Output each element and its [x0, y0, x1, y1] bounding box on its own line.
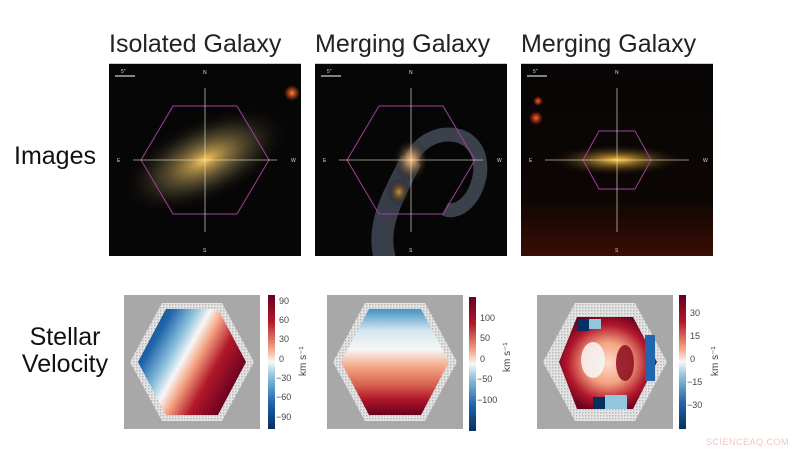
compass-n: N: [615, 70, 619, 76]
colorbar-tick: −90: [276, 412, 292, 422]
scale-label: 5": [533, 69, 538, 75]
watermark: SCIENCEAQ.COM: [706, 437, 790, 447]
colorbar-tick: 100: [480, 313, 496, 323]
row-label-line2: Velocity: [21, 350, 109, 378]
colorbar-tick: 0: [690, 354, 696, 364]
velocity-map-illustration: [543, 303, 667, 421]
column-title-merging-1: Merging Galaxy: [315, 30, 491, 58]
galaxy-illustration: 5" N S E W: [321, 69, 502, 256]
colorbar-isolated: [268, 295, 275, 429]
compass-e: E: [529, 158, 533, 164]
colorbar-tick: −100: [477, 395, 498, 405]
colorbar-tick: 0: [279, 354, 285, 364]
galaxy-image-merging-2: 5" N S E W: [521, 63, 713, 256]
compass-e: E: [117, 158, 121, 164]
velocity-map-isolated: [124, 295, 260, 429]
colorbar-unit: km s⁻¹: [298, 346, 309, 376]
row-label-images: Images: [14, 142, 96, 170]
scale-label: 5": [327, 69, 332, 75]
velocity-map-merging-1: [327, 295, 463, 429]
compass-e: E: [323, 158, 327, 164]
row-label-line1: Stellar: [29, 323, 101, 351]
galaxy-image-merging-1: 5" N S E W: [315, 63, 507, 256]
colorbar-unit: km s⁻¹: [710, 346, 721, 376]
compass-w: W: [497, 158, 502, 164]
column-title-merging-2: Merging Galaxy: [521, 30, 697, 58]
colorbar-tick: −30: [687, 400, 703, 410]
galaxy-illustration: 5" N S E W: [115, 69, 300, 254]
colorbar-tick: 0: [480, 354, 486, 364]
velocity-map-merging-2: [537, 295, 673, 429]
colorbar-merging-1: [469, 297, 476, 431]
compass-w: W: [703, 158, 708, 164]
colorbar-tick: −60: [276, 392, 292, 402]
colorbar-tick: −50: [477, 374, 493, 384]
colorbar-unit: km s⁻¹: [502, 342, 513, 372]
column-title-isolated: Isolated Galaxy: [109, 30, 282, 58]
galaxy-image-isolated: 5" N S E W: [109, 63, 301, 256]
compass-n: N: [409, 70, 413, 76]
colorbar-tick: 15: [690, 331, 701, 341]
colorbar-tick: 90: [279, 296, 290, 306]
colorbar-tick: 30: [279, 334, 290, 344]
compass-s: S: [409, 248, 413, 254]
colorbar-merging-2: [679, 295, 686, 429]
colorbar-tick: 30: [690, 308, 701, 318]
compass-s: S: [203, 248, 207, 254]
colorbar-tick: −15: [687, 377, 703, 387]
colorbar-tick: 50: [480, 333, 491, 343]
velocity-map-illustration: [130, 303, 254, 421]
scale-label: 5": [121, 69, 126, 75]
galaxy-illustration: 5" N S E W: [527, 69, 708, 254]
colorbar-tick: 60: [279, 315, 290, 325]
colorbar-tick: −30: [276, 373, 292, 383]
compass-s: S: [615, 248, 619, 254]
compass-n: N: [203, 70, 207, 76]
row-label-stellar-velocity: Stellar Velocity: [10, 324, 120, 378]
velocity-map-illustration: [333, 303, 457, 421]
compass-w: W: [291, 158, 296, 164]
